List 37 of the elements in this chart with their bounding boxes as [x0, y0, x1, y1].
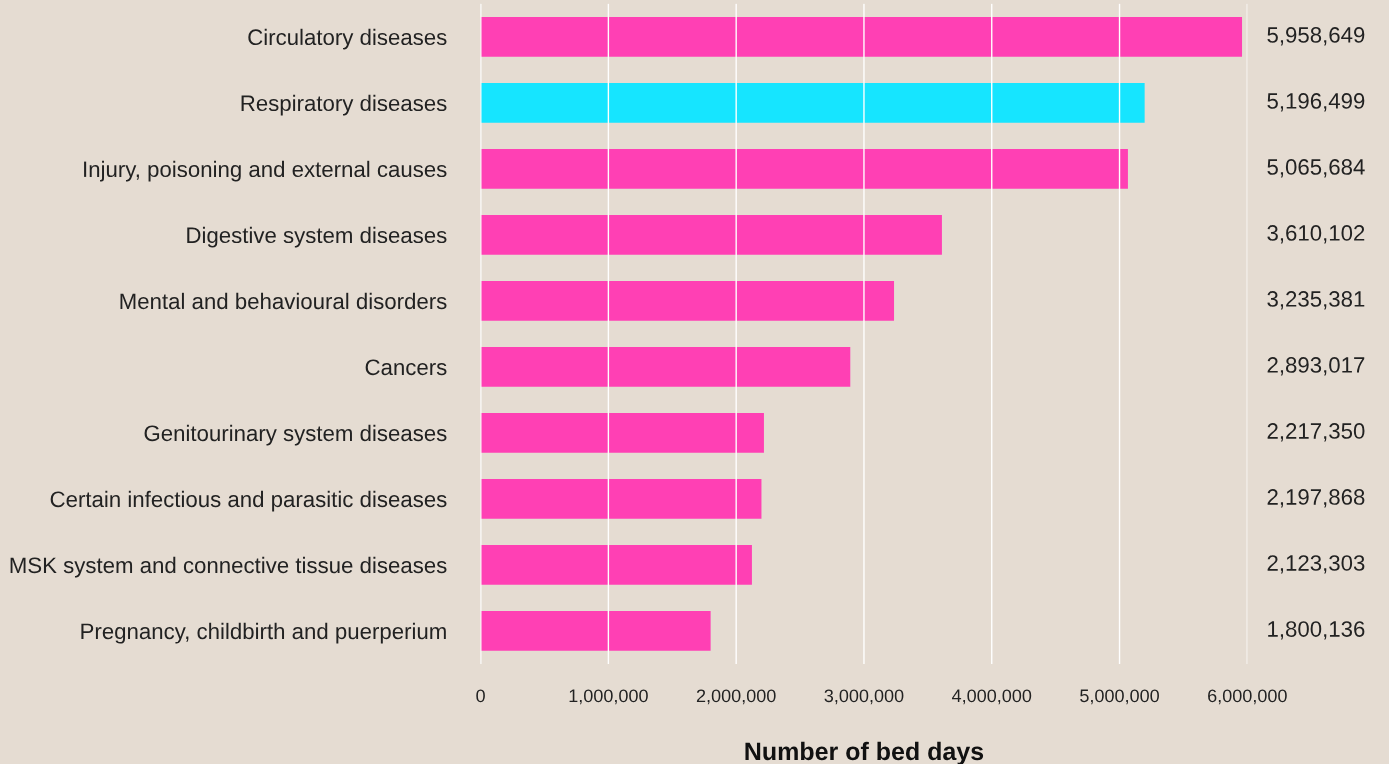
- data-label: 3,610,102: [1267, 225, 1365, 244]
- data-label: 1,800,136: [1268, 621, 1365, 640]
- bar: [480, 347, 851, 387]
- bar: [480, 611, 711, 651]
- x-tick-label: 1,000,000: [569, 689, 648, 705]
- data-label: 5,196,499: [1267, 93, 1365, 112]
- bar: [480, 281, 895, 321]
- data-label: 5,958,649: [1267, 27, 1365, 46]
- y-tick-label: Certain infectious and parasitic diseases: [50, 490, 447, 512]
- bar: [480, 149, 1128, 189]
- x-tick-label: 2,000,000: [696, 689, 776, 705]
- x-tick-label: 0: [476, 689, 485, 703]
- y-tick-label: MSK system and connective tissue diseases: [10, 556, 447, 578]
- y-tick-label: Respiratory diseases: [241, 94, 447, 116]
- y-tick-label: Cancers: [365, 359, 447, 376]
- data-label: 2,123,303: [1267, 555, 1365, 574]
- y-tick-label: Genitourinary system diseases: [144, 424, 447, 446]
- x-tick-label: 3,000,000: [824, 689, 904, 705]
- x-tick-label: 6,000,000: [1208, 689, 1287, 705]
- bar: [480, 413, 764, 453]
- y-tick-label: Pregnancy, childbirth and puerperium: [81, 622, 446, 644]
- data-label: 2,893,017: [1267, 357, 1365, 376]
- y-tick-label: Circulatory diseases: [248, 28, 447, 50]
- data-label: 3,235,381: [1267, 291, 1365, 310]
- data-label: 2,197,868: [1267, 489, 1365, 508]
- x-tick-label: 5,000,000: [1080, 689, 1159, 705]
- y-tick-label: Mental and behavioural disorders: [120, 292, 447, 310]
- y-tick-label: Injury, poisoning and external causes: [84, 160, 447, 182]
- x-tick-label: 4,000,000: [952, 689, 1032, 705]
- data-label: 2,217,350: [1267, 423, 1365, 442]
- bar: [480, 17, 1243, 57]
- y-tick-label: Digestive system diseases: [187, 226, 447, 248]
- bar: [480, 479, 762, 519]
- bar: [480, 215, 942, 255]
- data-label: 5,065,684: [1267, 159, 1365, 178]
- bar: [480, 545, 752, 585]
- bar: [480, 83, 1145, 123]
